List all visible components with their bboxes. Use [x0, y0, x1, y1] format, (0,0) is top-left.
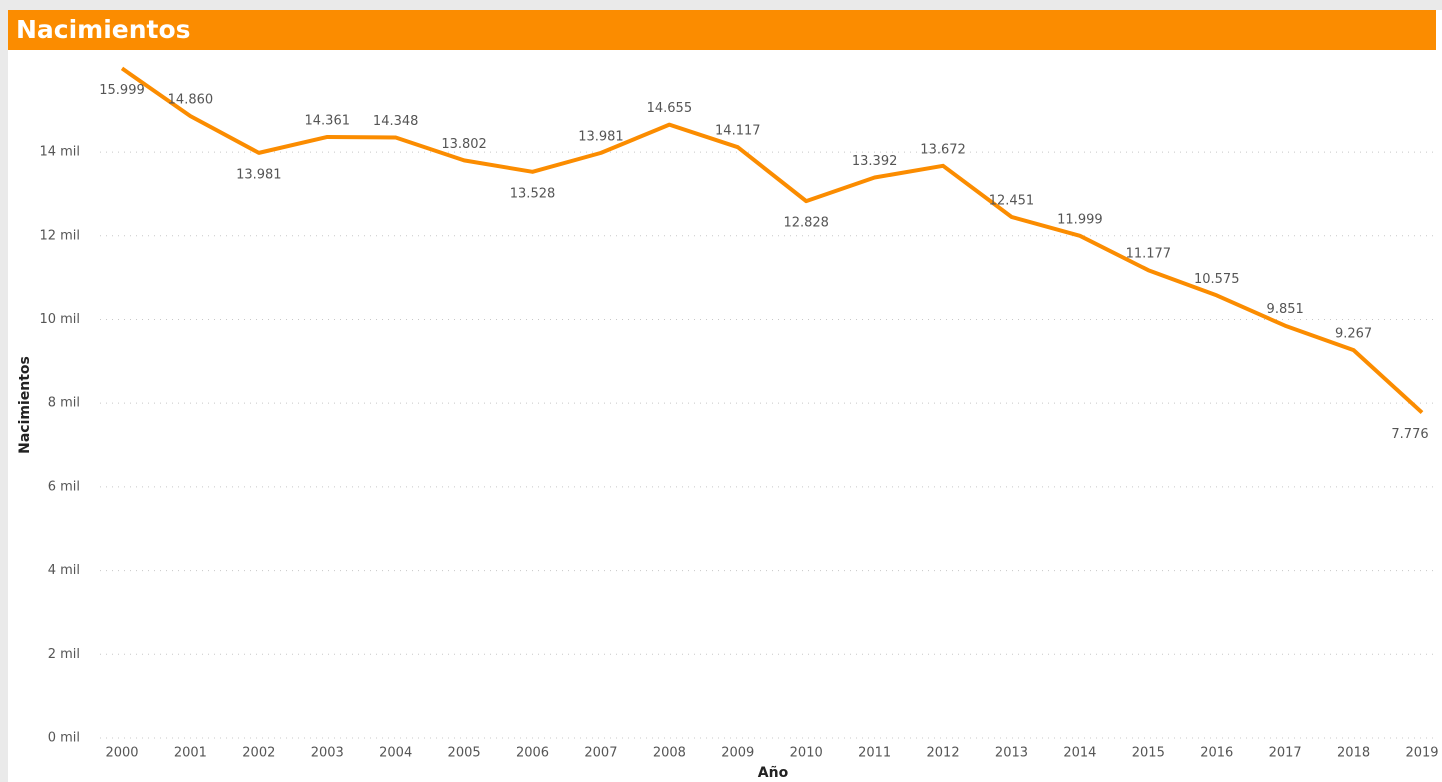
data-label: 13.672: [920, 142, 966, 157]
x-tick-label: 2000: [105, 746, 138, 761]
data-label: 11.999: [1057, 212, 1103, 227]
data-label: 13.981: [578, 129, 624, 144]
y-axis-label: Nacimientos: [17, 356, 33, 454]
data-label: 11.177: [1126, 247, 1172, 262]
panel: [8, 10, 1442, 782]
x-tick-label: 2016: [1200, 746, 1233, 761]
x-tick-label: 2017: [1269, 746, 1302, 761]
y-tick-label: 0 mil: [48, 731, 80, 746]
x-tick-label: 2014: [1063, 746, 1096, 761]
data-label: 7.776: [1391, 427, 1428, 442]
x-tick-label: 2005: [448, 746, 481, 761]
x-axis-label: Año: [758, 765, 789, 781]
x-tick-label: 2015: [1132, 746, 1165, 761]
x-tick-label: 2008: [653, 746, 686, 761]
line: [120, 66, 1424, 415]
x-tick-label: 2006: [516, 746, 549, 761]
data-label: 13.981: [236, 167, 282, 182]
x-tick-label: 2009: [721, 746, 754, 761]
y-tick-label: 4 mil: [48, 563, 80, 578]
data-label: 10.575: [1194, 272, 1240, 287]
data-label: 14.348: [373, 114, 419, 129]
data-label: 13.528: [510, 186, 556, 201]
y-tick-label: 8 mil: [48, 396, 80, 411]
x-tick-label: 2007: [584, 746, 617, 761]
chart-title: Nacimientos: [16, 15, 191, 44]
y-tick-label: 10 mil: [39, 312, 80, 327]
x-tick-label: 2011: [858, 746, 891, 761]
y-tick-label: 14 mil: [39, 145, 80, 160]
header: [8, 10, 1436, 50]
x-tick-label: 2019: [1405, 746, 1438, 761]
data-label: 9.851: [1267, 302, 1304, 317]
data-label: 14.860: [168, 93, 214, 108]
x-tick-label: 2018: [1337, 746, 1370, 761]
y-tick-label: 2 mil: [48, 647, 80, 662]
data-label: 13.802: [441, 137, 487, 152]
x-tick-label: 2012: [927, 746, 960, 761]
x-tick-label: 2002: [242, 746, 275, 761]
x-tick-label: 2013: [995, 746, 1028, 761]
x-tick-label: 2004: [379, 746, 412, 761]
x-tick-label: 2010: [790, 746, 823, 761]
y-tick-label: 12 mil: [39, 228, 80, 243]
data-label: 14.117: [715, 124, 761, 139]
data-label: 13.392: [852, 154, 898, 169]
x-tick-label: 2001: [174, 746, 207, 761]
data-label: 12.828: [783, 216, 829, 231]
y-tick-label: 6 mil: [48, 479, 80, 494]
data-label: 14.361: [305, 113, 351, 128]
data-label: 14.655: [647, 101, 693, 116]
data-label: 9.267: [1335, 327, 1372, 342]
x-tick-label: 2003: [311, 746, 344, 761]
data-label: 15.999: [99, 83, 145, 98]
data-label: 12.451: [989, 193, 1035, 208]
